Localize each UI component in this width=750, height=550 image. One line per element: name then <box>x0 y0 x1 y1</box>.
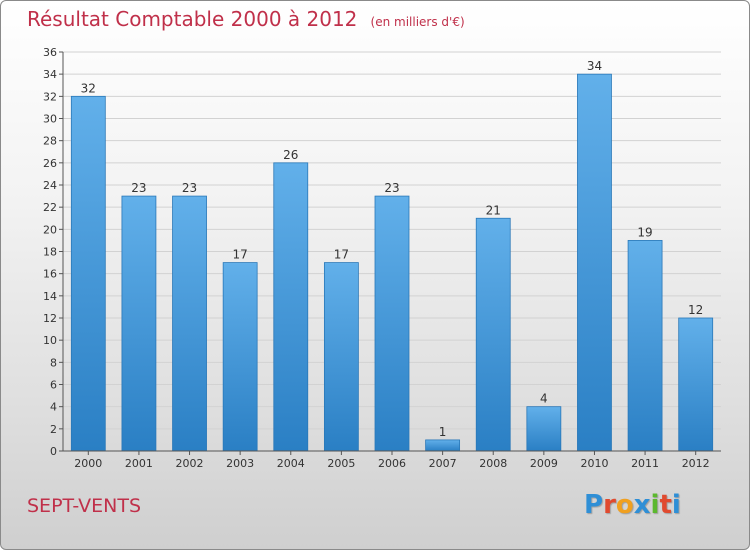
bar-2008 <box>475 217 511 452</box>
value-label-2006: 23 <box>384 181 399 195</box>
bar-2000 <box>70 95 106 452</box>
value-label-2007: 1 <box>439 425 447 439</box>
x-tick-label-2008: 2008 <box>479 457 507 470</box>
bar-2003 <box>222 262 258 452</box>
bar-2011 <box>627 240 663 452</box>
bar-2005 <box>323 262 359 452</box>
logo-letter: r <box>603 490 616 520</box>
chart-title: Résultat Comptable 2000 à 2012 (en milli… <box>27 7 465 31</box>
x-tick-label-2000: 2000 <box>74 457 102 470</box>
y-tick-label: 10 <box>43 334 57 347</box>
logo-letter: P <box>584 490 604 520</box>
bar-2004 <box>273 162 309 452</box>
y-tick-label: 12 <box>43 312 57 325</box>
logo-letter: t <box>659 490 672 520</box>
value-label-2008: 21 <box>486 203 501 217</box>
x-tick-label-2004: 2004 <box>277 457 305 470</box>
x-tick-label-2011: 2011 <box>631 457 659 470</box>
y-tick-label: 34 <box>43 68 57 81</box>
x-tick-label-2007: 2007 <box>429 457 457 470</box>
bar-2012 <box>678 317 714 452</box>
y-tick-label: 4 <box>50 401 57 414</box>
logo-letter: x <box>633 490 651 520</box>
logo-letter: i <box>671 490 681 520</box>
y-tick-label: 2 <box>50 423 57 436</box>
y-tick-label: 30 <box>43 113 57 126</box>
y-tick-label: 14 <box>43 290 57 303</box>
y-tick-label: 32 <box>43 90 57 103</box>
commune-name: SEPT-VENTS <box>27 495 142 517</box>
value-label-2009: 4 <box>540 392 548 406</box>
value-label-2011: 19 <box>637 225 652 239</box>
y-tick-label: 8 <box>50 356 57 369</box>
value-label-2003: 17 <box>233 248 248 262</box>
y-tick-label: 36 <box>43 46 57 59</box>
y-tick-label: 6 <box>50 379 57 392</box>
bar-2010 <box>577 73 612 452</box>
value-label-2001: 23 <box>131 181 146 195</box>
y-tick-label: 20 <box>43 223 57 236</box>
value-label-2004: 26 <box>283 148 298 162</box>
x-tick-label-2003: 2003 <box>226 457 254 470</box>
bar-2009 <box>526 406 562 452</box>
chart-title-unit: (en milliers d'€) <box>370 15 465 29</box>
logo-letter: o <box>615 490 634 520</box>
value-label-2005: 17 <box>334 248 349 262</box>
value-label-2010: 34 <box>587 59 602 73</box>
logo-letter: i <box>650 490 660 520</box>
chart-title-main: Résultat Comptable 2000 à 2012 <box>27 7 358 31</box>
y-tick-label: 16 <box>43 268 57 281</box>
y-tick-label: 28 <box>43 135 57 148</box>
x-tick-label-2001: 2001 <box>125 457 153 470</box>
bar-2002 <box>172 195 207 452</box>
bar-2007 <box>425 439 461 452</box>
value-label-2012: 12 <box>688 303 703 317</box>
x-tick-label-2002: 2002 <box>176 457 204 470</box>
x-tick-label-2010: 2010 <box>580 457 608 470</box>
bar-2006 <box>374 195 410 452</box>
x-tick-label-2005: 2005 <box>327 457 355 470</box>
value-label-2000: 32 <box>81 81 96 95</box>
x-tick-label-2012: 2012 <box>682 457 710 470</box>
y-tick-label: 24 <box>43 179 57 192</box>
y-tick-label: 22 <box>43 201 57 214</box>
value-label-2002: 23 <box>182 181 197 195</box>
y-tick-label: 18 <box>43 246 57 259</box>
y-tick-label: 0 <box>50 445 57 458</box>
x-tick-label-2006: 2006 <box>378 457 406 470</box>
x-tick-label-2009: 2009 <box>530 457 558 470</box>
bar-2001 <box>121 195 157 452</box>
proxiti-logo: Proxiti <box>584 490 681 520</box>
y-tick-label: 26 <box>43 157 57 170</box>
